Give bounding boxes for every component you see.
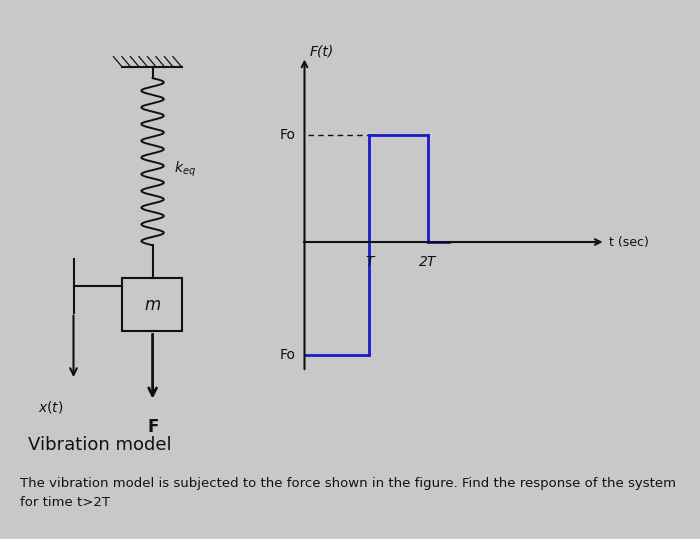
Text: Fo: Fo <box>280 348 296 362</box>
Text: Vibration model: Vibration model <box>28 436 172 454</box>
Text: T: T <box>365 255 373 270</box>
Text: The vibration model is subjected to the force shown in the figure. Find the resp: The vibration model is subjected to the … <box>20 477 676 509</box>
Text: $k_{eq}$: $k_{eq}$ <box>174 160 195 179</box>
Text: Fo: Fo <box>280 128 296 142</box>
Text: 2T: 2T <box>419 255 437 270</box>
Text: t (sec): t (sec) <box>609 236 649 248</box>
Text: F(t): F(t) <box>310 44 335 58</box>
Text: $m$: $m$ <box>144 295 161 314</box>
Text: $\mathbf{F}$: $\mathbf{F}$ <box>146 418 159 436</box>
Bar <box>122 278 182 331</box>
Text: $x(t)$: $x(t)$ <box>38 399 63 415</box>
